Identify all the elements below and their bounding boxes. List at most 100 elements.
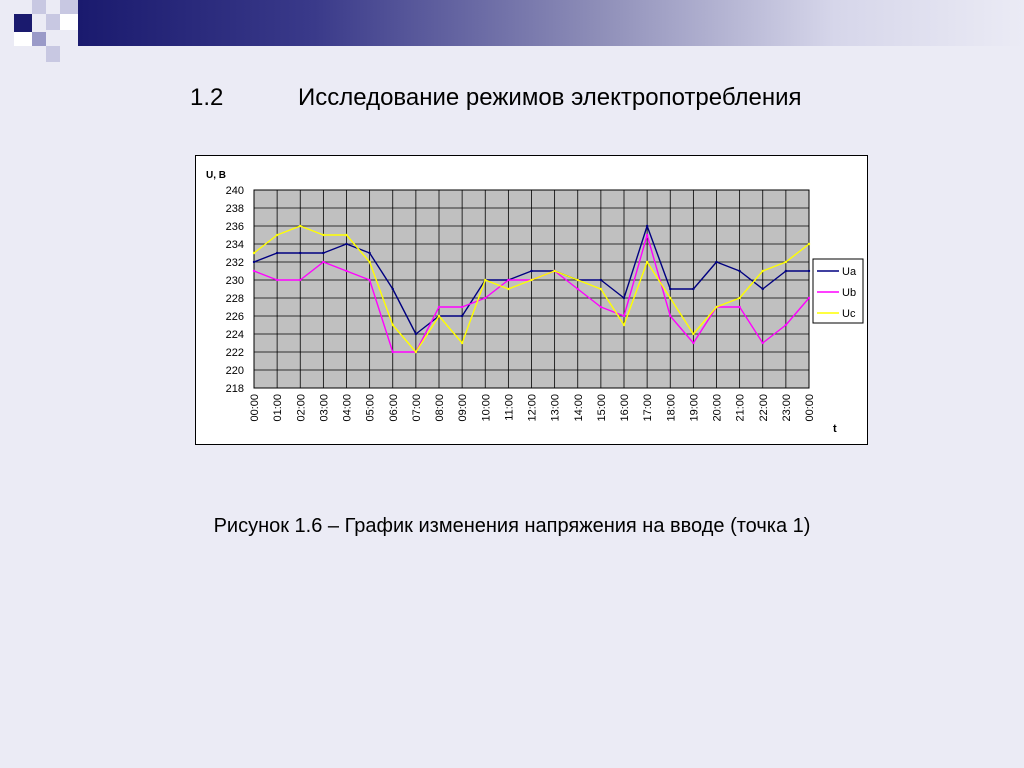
data-point <box>645 224 649 228</box>
data-point <box>507 278 510 282</box>
y-tick-label: 238 <box>226 203 244 215</box>
x-tick-label: 09:00 <box>457 394 469 422</box>
x-tick-label: 19:00 <box>688 394 700 422</box>
data-point <box>345 242 348 246</box>
deco-square <box>46 14 60 30</box>
y-tick-label: 218 <box>226 383 244 395</box>
data-point <box>715 305 718 309</box>
data-point <box>807 242 811 246</box>
data-point <box>576 278 579 282</box>
data-point <box>299 224 302 228</box>
data-point <box>715 260 718 264</box>
data-point <box>645 233 649 237</box>
y-tick-label: 226 <box>226 311 244 323</box>
y-tick-label: 232 <box>226 257 244 269</box>
x-tick-label: 22:00 <box>758 394 770 422</box>
x-tick-label: 21:00 <box>735 394 747 422</box>
data-point <box>738 269 741 273</box>
section-number: 1.2 <box>190 84 224 111</box>
x-tick-label: 06:00 <box>388 394 400 422</box>
x-tick-label: 00:00 <box>804 394 816 422</box>
x-tick-label: 01:00 <box>272 394 284 422</box>
data-point <box>484 278 487 282</box>
x-tick-label: 14:00 <box>573 394 585 422</box>
data-point <box>553 269 556 273</box>
y-tick-label: 240 <box>226 185 244 197</box>
data-point <box>599 278 603 282</box>
data-point <box>669 314 672 318</box>
y-tick-label: 234 <box>226 239 244 251</box>
data-point <box>761 269 764 273</box>
section-title: Исследование режимов электропотребления <box>298 84 802 111</box>
x-tick-label: 16:00 <box>619 394 631 422</box>
x-tick-label: 23:00 <box>781 394 793 422</box>
data-point <box>299 278 302 282</box>
data-point <box>622 296 626 300</box>
data-point <box>460 305 464 309</box>
data-point <box>368 260 371 264</box>
x-tick-label: 04:00 <box>342 394 354 422</box>
data-point <box>391 323 394 327</box>
data-point <box>368 278 371 282</box>
deco-square <box>32 32 46 46</box>
data-point <box>460 341 464 345</box>
data-point <box>784 269 788 273</box>
data-point <box>414 332 418 336</box>
y-tick-label: 228 <box>226 293 244 305</box>
data-point <box>807 296 811 300</box>
corner-decoration <box>0 0 100 70</box>
deco-square <box>60 14 78 30</box>
y-tick-label: 220 <box>226 365 244 377</box>
x-tick-label: 17:00 <box>642 394 654 422</box>
x-tick-label: 00:00 <box>249 394 261 422</box>
y-tick-label: 222 <box>226 347 244 359</box>
y-tick-label: 224 <box>226 329 244 341</box>
data-point <box>692 341 695 345</box>
data-point <box>738 305 741 309</box>
data-point <box>530 278 533 282</box>
y-axis-label: U, В <box>206 170 226 181</box>
data-point <box>807 269 811 273</box>
x-tick-label: 02:00 <box>295 394 307 422</box>
chart-svg: 240 238 236 234 232 230 228 226 224 222 220 218 U, В… <box>206 170 864 435</box>
x-axis-label: t <box>833 423 837 435</box>
data-point <box>322 260 325 264</box>
data-point <box>484 296 487 300</box>
deco-square <box>60 0 78 14</box>
data-point <box>345 233 348 237</box>
data-point <box>599 287 603 291</box>
data-point <box>414 350 418 354</box>
data-point <box>761 341 764 345</box>
x-tick-label: 08:00 <box>434 394 446 422</box>
deco-square <box>14 14 32 32</box>
deco-square <box>14 32 32 46</box>
legend-label: Ub <box>842 287 856 299</box>
legend-label: Ua <box>842 266 857 278</box>
y-tick-label: 230 <box>226 275 244 287</box>
header-gradient-bar <box>78 0 1024 46</box>
data-point <box>692 287 695 291</box>
x-tick-label: 10:00 <box>480 394 492 422</box>
figure-caption: Рисунок 1.6 – График изменения напряжени… <box>213 515 811 537</box>
data-point <box>368 251 371 255</box>
y-tick-label: 236 <box>226 221 244 233</box>
data-point <box>275 251 279 255</box>
data-point <box>437 314 441 318</box>
deco-square <box>32 0 46 14</box>
data-point <box>275 278 279 282</box>
data-point <box>576 287 579 291</box>
data-point <box>252 269 256 273</box>
data-point <box>252 251 256 255</box>
x-tick-label: 20:00 <box>712 394 724 422</box>
data-point <box>322 233 325 237</box>
x-tick-label: 18:00 <box>665 394 677 422</box>
data-point <box>391 350 394 354</box>
data-point <box>345 269 348 273</box>
data-point <box>437 305 441 309</box>
data-point <box>692 332 695 336</box>
data-point <box>599 305 603 309</box>
x-tick-label: 03:00 <box>318 394 330 422</box>
x-tick-label: 13:00 <box>550 394 562 422</box>
data-point <box>784 323 788 327</box>
data-point <box>784 260 788 264</box>
